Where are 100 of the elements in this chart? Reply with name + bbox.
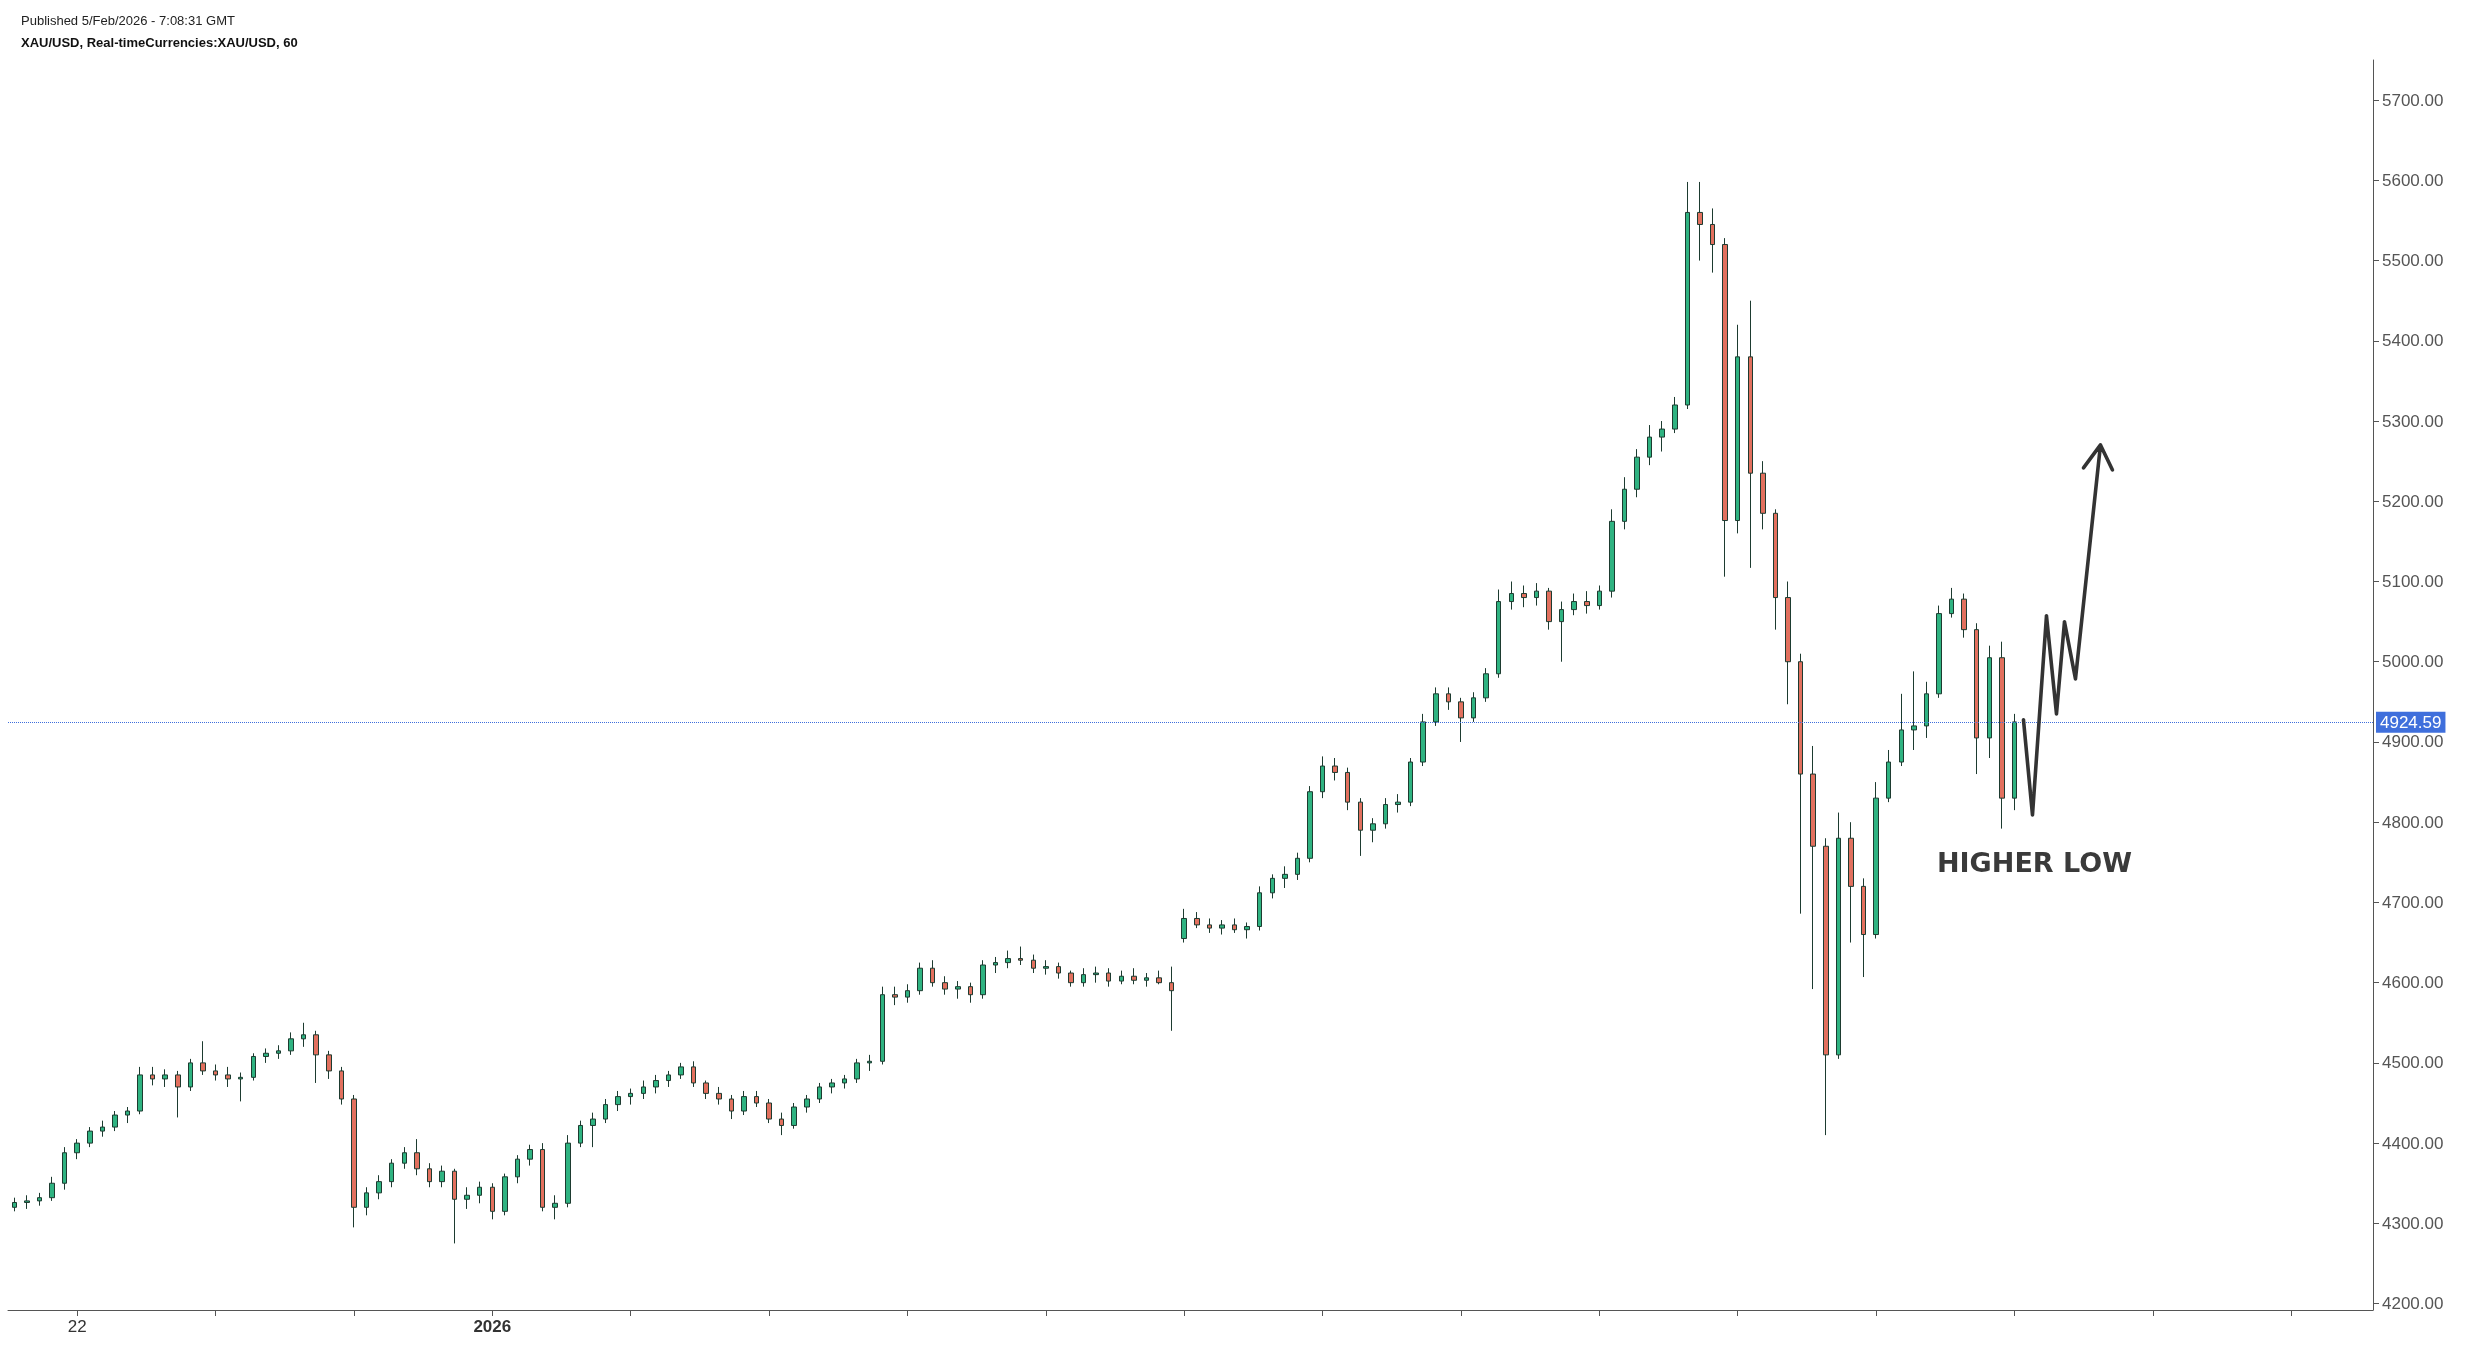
candlestick [263, 1047, 269, 1064]
candlestick [364, 1186, 369, 1216]
candlestick [1647, 424, 1652, 466]
candlestick [439, 1165, 445, 1188]
candlestick [1043, 959, 1049, 976]
candlestick [1735, 324, 1740, 534]
candlestick [1068, 970, 1074, 988]
candlestick [502, 1173, 508, 1216]
candlestick [87, 1126, 93, 1148]
candlestick [1081, 967, 1086, 988]
candlestick [137, 1066, 143, 1115]
y-tick-label: 4600.00 [2382, 973, 2444, 993]
y-tick-label: 5500.00 [2382, 251, 2444, 271]
candlestick [955, 980, 961, 1000]
y-tick-label: 5600.00 [2382, 170, 2444, 190]
candlestick [1987, 645, 1992, 759]
candlestick [1634, 448, 1640, 498]
candlestick [402, 1146, 407, 1170]
y-tick-label: 4800.00 [2382, 812, 2444, 832]
candlestick [49, 1176, 55, 1202]
candlestick [1005, 950, 1011, 969]
y-tick-label: 5400.00 [2382, 331, 2444, 351]
candlestick [1609, 508, 1615, 599]
candlestick [741, 1090, 747, 1116]
candlestick [1345, 767, 1350, 811]
candlestick [1307, 785, 1313, 863]
candlestick [766, 1098, 772, 1124]
candlestick [905, 983, 910, 1004]
candlestick [1458, 697, 1464, 743]
candlestick [729, 1094, 734, 1120]
candlestick [301, 1022, 306, 1048]
candlestick [993, 956, 998, 974]
candlestick [1295, 852, 1300, 881]
candlestick [1433, 686, 1439, 727]
candlestick [1873, 781, 1879, 940]
candlestick [968, 982, 973, 1004]
candlestick [1861, 877, 1866, 978]
candlestick [1483, 667, 1489, 703]
candlestick [1031, 954, 1036, 974]
candlestick [1106, 967, 1111, 988]
candlestick [74, 1138, 80, 1160]
candlestick [213, 1063, 218, 1082]
candlestick [930, 959, 935, 988]
candlestick [703, 1080, 709, 1100]
candlestick [1899, 693, 1904, 767]
candlestick [817, 1082, 822, 1104]
candlestick [1810, 745, 1816, 990]
candlestick [414, 1138, 420, 1176]
candlestick [867, 1054, 872, 1072]
candlestick [1534, 582, 1539, 607]
candlestick [1282, 865, 1288, 889]
candlestick [641, 1080, 646, 1100]
candlestick [1119, 970, 1124, 985]
candlestick [1836, 812, 1841, 1060]
candlestick [540, 1142, 545, 1212]
y-tick-label: 4500.00 [2382, 1053, 2444, 1073]
y-tick-label: 5100.00 [2382, 572, 2444, 591]
candlestick [1257, 885, 1262, 932]
candlestick [1848, 821, 1854, 944]
chart-subtitle: Published 5/Feb/2026 - 7:08:31 GMT [21, 13, 235, 28]
candlestick [1496, 589, 1501, 679]
candlestick [490, 1182, 495, 1220]
candlestick [1911, 670, 1917, 751]
candlestick [578, 1120, 583, 1148]
candlestick [980, 959, 986, 1000]
candlestick [1420, 713, 1426, 767]
candlestick [464, 1186, 470, 1210]
candlestick [225, 1066, 231, 1088]
candlestick [892, 986, 898, 1006]
candlestick [1270, 873, 1275, 899]
candlestick [162, 1068, 168, 1088]
candlestick [1446, 686, 1451, 711]
candlestick [1408, 757, 1413, 807]
candlestick [188, 1058, 193, 1092]
candlestick [351, 1094, 357, 1228]
candlestick [1597, 585, 1602, 611]
candlestick [376, 1174, 382, 1200]
candlestick [565, 1134, 571, 1208]
candlestick [666, 1070, 671, 1088]
candlestick [1395, 793, 1401, 814]
candlestick [1232, 917, 1237, 934]
y-tick-label: 5700.00 [2382, 90, 2444, 110]
candlestick [62, 1146, 67, 1191]
candlestick [590, 1112, 596, 1148]
y-tick-label: 4300.00 [2382, 1213, 2444, 1233]
candlestick [1697, 181, 1703, 262]
candlestick [1773, 508, 1778, 631]
candlestick [1823, 837, 1829, 1136]
candlestick [1332, 757, 1338, 781]
candlestick [1924, 681, 1929, 739]
candlestick [1383, 797, 1388, 830]
candlestick [1798, 653, 1803, 915]
candlestick [1509, 581, 1514, 611]
candlestick [615, 1090, 621, 1112]
candlestick [691, 1060, 696, 1088]
candlestick [1999, 641, 2005, 830]
candlestick [1093, 966, 1099, 984]
candlestick [150, 1066, 155, 1086]
candlestick [1521, 585, 1527, 608]
candlestick [1949, 587, 1954, 619]
